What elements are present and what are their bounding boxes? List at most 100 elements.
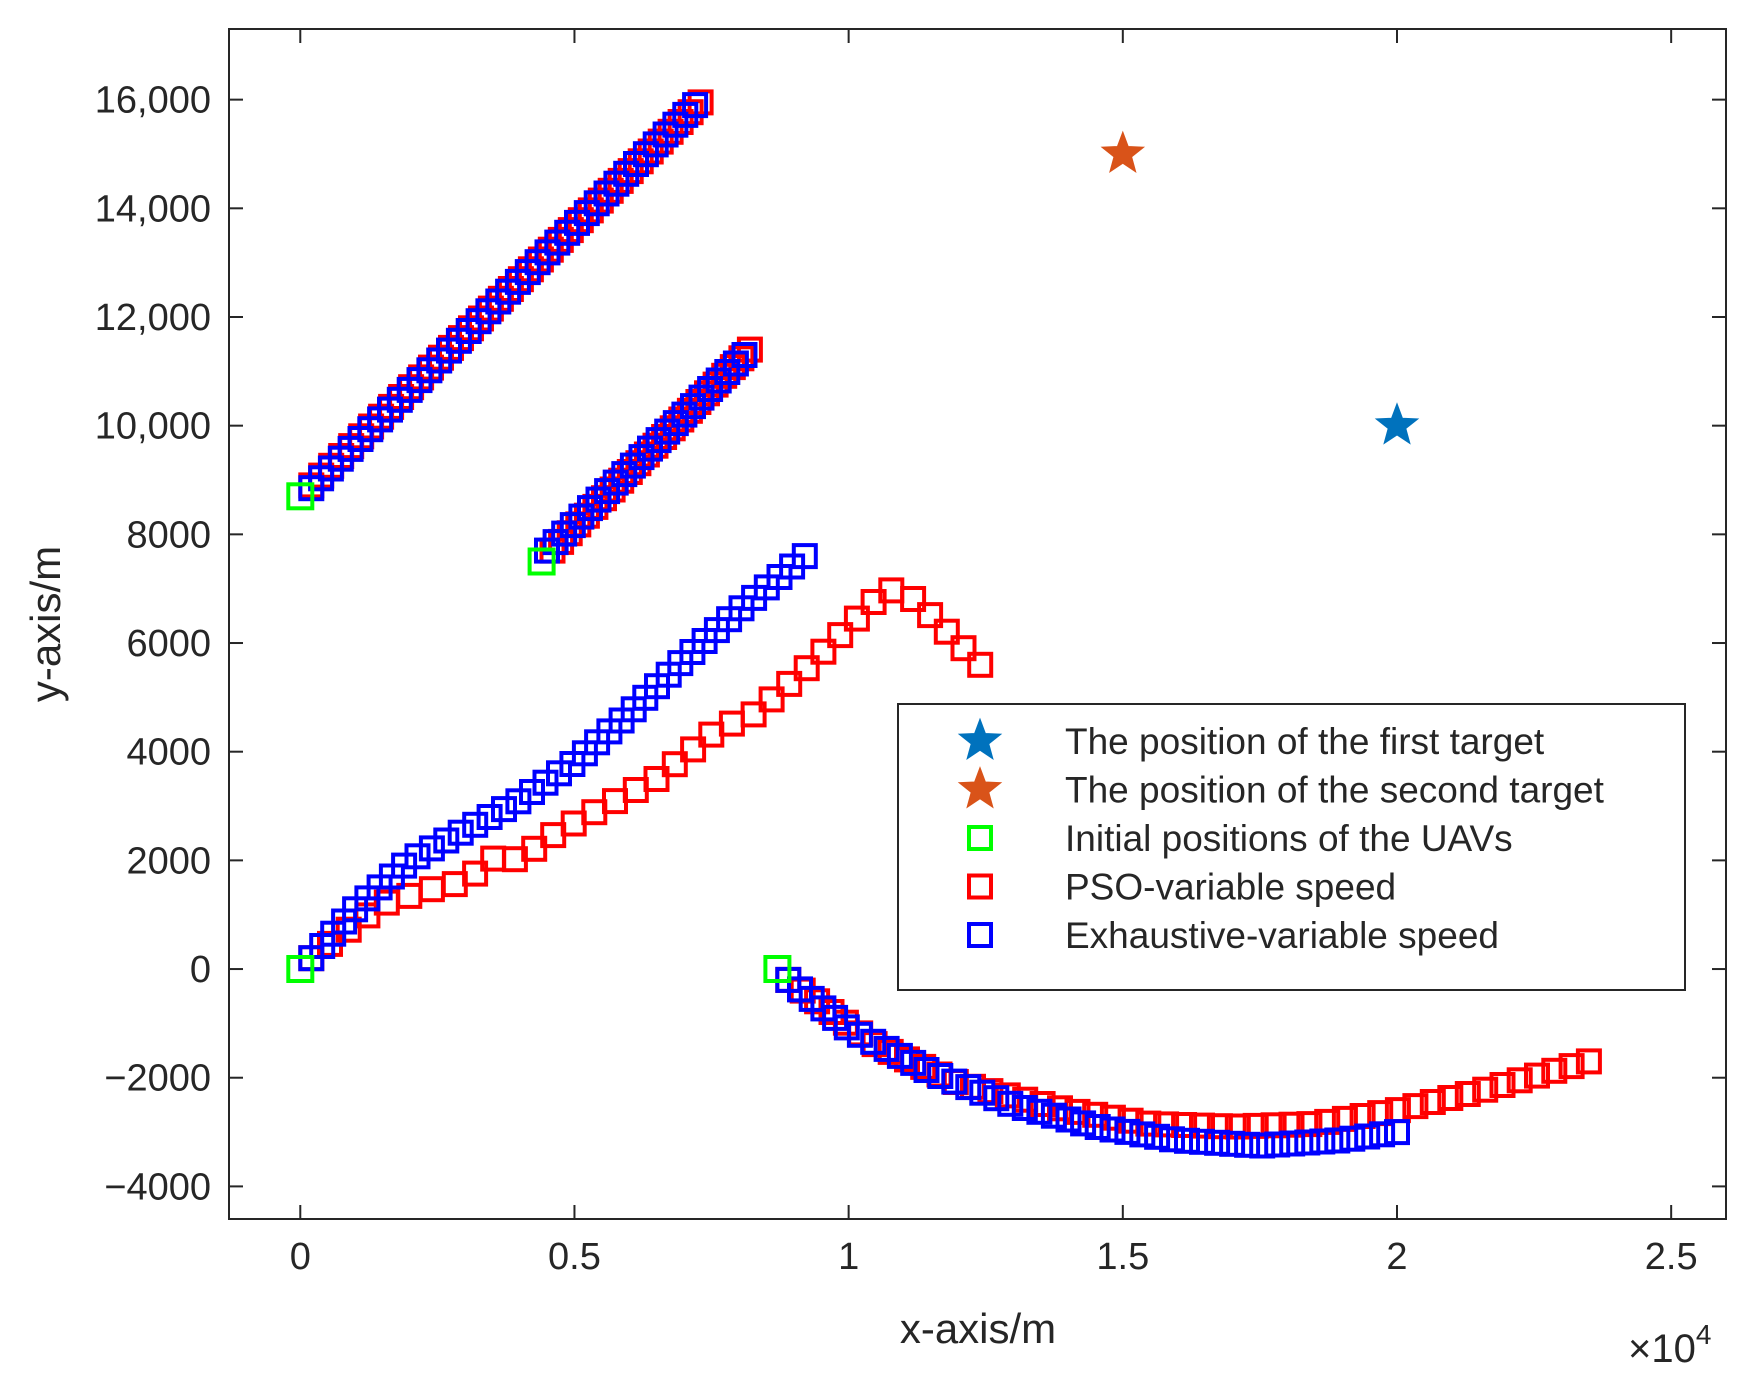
trajectory-point-marker (969, 1079, 996, 1106)
trajectory-point-marker (1189, 1112, 1215, 1139)
x-tick-label: 1 (838, 1236, 859, 1278)
trajectory-point-marker (1384, 1119, 1410, 1146)
y-tick-label: 14,000 (95, 188, 211, 230)
legend-box (897, 703, 1686, 991)
trajectory-point-marker (1055, 1106, 1082, 1133)
trajectory-point-marker (776, 670, 803, 697)
trajectory-point-marker (1249, 1132, 1276, 1159)
trajectory-point-marker (1084, 1114, 1111, 1140)
y-tick-label: 8000 (126, 514, 211, 556)
trajectory-point-marker (404, 843, 431, 870)
trajectory-point-marker (1324, 1127, 1351, 1154)
trajectory-point-marker (941, 1068, 968, 1095)
x-axis-title: x-axis/m (900, 1305, 1056, 1352)
trajectory-point-marker (900, 1049, 927, 1076)
legend-star-icon (957, 766, 1003, 809)
trajectory-point-marker (577, 495, 603, 522)
x-axis-ticks: 0 0.5 1 1.5 2 2.5 (290, 29, 1698, 1278)
trajectory-point-marker (559, 512, 586, 539)
x-tick-label: 0 (290, 1236, 311, 1278)
trajectory-point-marker (688, 384, 715, 411)
trajectory-point-marker (950, 635, 977, 662)
trajectory-point-marker (1234, 1131, 1261, 1158)
trajectory-point-marker (1524, 1062, 1550, 1089)
legend-label: The position of the first target (1065, 721, 1545, 762)
target-star-marker (1100, 130, 1146, 173)
trajectory-point-marker (1204, 1129, 1231, 1156)
trajectory-point-marker (568, 503, 595, 530)
trajectory-point-marker (791, 543, 818, 570)
trajectory-point-marker (1402, 1093, 1429, 1120)
trajectory-point-marker (662, 410, 689, 437)
y-tick-label: 10,000 (95, 406, 211, 448)
y-tick-label: −4000 (104, 1166, 211, 1208)
trajectory-point-marker (722, 350, 749, 377)
axes-layer (228, 28, 1727, 1220)
trajectory-point-marker (1159, 1126, 1185, 1153)
trajectory-point-marker (447, 819, 474, 846)
trajectory-point-marker (758, 686, 785, 713)
trajectory-point-marker (1174, 1127, 1200, 1154)
x-axis-exponent-power: 4 (1696, 1319, 1712, 1350)
trajectory-point-marker (661, 751, 688, 778)
trajectory-point-marker (551, 520, 578, 547)
trajectory-point-marker (955, 1074, 982, 1101)
trajectory-point-marker (1454, 1081, 1481, 1107)
trajectory-point-marker (628, 444, 655, 471)
initial-position-marker (763, 955, 792, 983)
trajectory-point-marker (433, 827, 460, 854)
trajectory-point-marker (886, 1042, 913, 1069)
trajectory-point-marker (846, 1021, 873, 1048)
trajectory-point-marker (1354, 1123, 1381, 1150)
trajectory-point-marker (418, 835, 445, 862)
y-tick-label: 12,000 (95, 297, 211, 339)
trajectory-point-marker (1278, 1111, 1305, 1138)
trajectory-point-marker (1219, 1130, 1246, 1157)
trajectory-point-marker (1099, 1116, 1126, 1143)
initial-position-marker (286, 955, 315, 983)
trajectory-point-marker (793, 655, 820, 682)
legend-label: PSO-variable speed (1065, 867, 1396, 908)
trajectory-point-marker (927, 1063, 954, 1089)
axes-box (228, 28, 1727, 1220)
trajectory-point-marker (705, 367, 732, 394)
series-initial-positions-of-the-uavs (286, 482, 792, 983)
trajectory-point-marker (1294, 1129, 1321, 1156)
trajectory-point-marker (1489, 1072, 1516, 1098)
legend-entry: Exhaustive-variable speed (967, 915, 1499, 956)
trajectory-point-marker (933, 618, 960, 645)
trajectory-point-marker (1369, 1121, 1396, 1148)
trajectory-point-marker (1070, 1110, 1097, 1137)
y-tick-label: −2000 (104, 1058, 211, 1100)
trajectory-point-marker (1506, 1067, 1533, 1094)
trajectory-point-marker (1339, 1125, 1366, 1152)
trajectory-point-marker (645, 427, 672, 454)
legend-entry: The position of the second target (957, 766, 1605, 811)
trajectory-point-marker (1575, 1048, 1602, 1075)
trajectory-point-marker (697, 376, 724, 402)
trajectory-point-marker (1144, 1123, 1171, 1150)
trajectory-point-marker (833, 1014, 860, 1041)
trajectory-point-marker (843, 605, 870, 632)
trajectory-point-marker (680, 393, 706, 420)
y-axis-ticks: −4000 −2000 0 2000 4000 6000 8000 10,000 12,000 1… (95, 80, 1726, 1208)
legend-label: Exhaustive-variable speed (1065, 915, 1499, 956)
trajectory-point-marker (983, 1085, 1010, 1112)
trajectory-point-marker (827, 622, 854, 649)
y-tick-label: 2000 (126, 840, 211, 882)
trajectory-point-marker (462, 811, 489, 838)
x-tick-label: 2 (1386, 1236, 1407, 1278)
y-tick-label: 6000 (126, 623, 211, 665)
trajectory-point-marker (1011, 1095, 1038, 1121)
trajectory-point-marker (913, 1057, 940, 1083)
trajectory-point-marker (637, 435, 663, 462)
x-tick-label: 1.5 (1096, 1236, 1149, 1278)
trajectory-point-marker (1541, 1057, 1568, 1084)
target-star-marker (1374, 402, 1420, 445)
trajectory-point-marker (1264, 1131, 1291, 1158)
legend-entry: The position of the first target (957, 717, 1545, 762)
legend-label: Initial positions of the UAVs (1065, 818, 1513, 859)
trajectory-point-marker (1189, 1128, 1215, 1155)
trajectory-point-marker (602, 469, 629, 496)
